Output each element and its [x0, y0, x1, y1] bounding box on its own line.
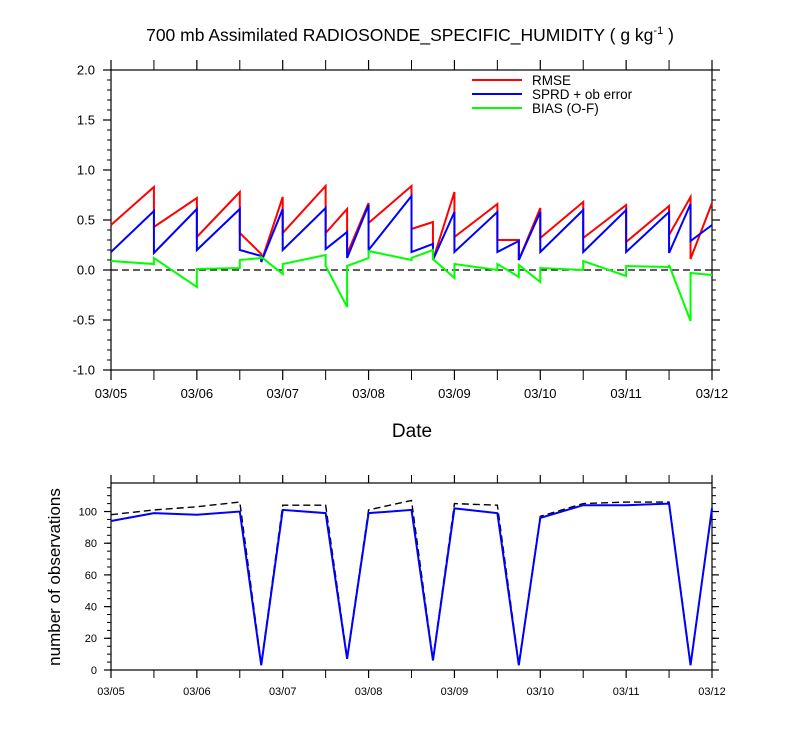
y-tick-label: 0.0 [77, 263, 95, 278]
x-tick-label: 03/08 [352, 386, 385, 401]
x-tick-label: 03/06 [181, 386, 214, 401]
x-tick-label: 03/08 [355, 686, 383, 698]
legend-label: RMSE [532, 73, 571, 88]
x-tick-label: 03/11 [613, 686, 640, 698]
x-tick-label: 03/06 [183, 686, 211, 698]
y-tick-label: 1.5 [77, 113, 95, 128]
series-line-sprd-ob-error [110, 193, 713, 263]
y-tick-label: -1.0 [73, 363, 95, 378]
series-line-rmse [110, 183, 713, 263]
x-tick-label: 03/11 [610, 386, 642, 401]
y-tick-label: 0 [91, 665, 97, 677]
title-suffix: ) [663, 25, 674, 45]
y-tick-label: 80 [85, 538, 97, 550]
bottom-chart-panel: 03/05 03/06 03/07 03/08 03/09 03/10 03/11 03/12… [79, 475, 726, 698]
x-tick-label: 03/05 [95, 386, 128, 401]
x-tick-label: 03/10 [524, 386, 557, 401]
y-tick-label: 20 [85, 633, 97, 645]
series-line-bias-o-f [110, 248, 713, 322]
series-line-possible-observations [110, 499, 713, 664]
title-superscript: -1 [653, 25, 663, 37]
x-tick-label: 03/12 [698, 686, 726, 698]
x-tick-label: 03/09 [438, 386, 471, 401]
y-tick-label: 40 [85, 601, 97, 613]
x-tick-label: 03/09 [441, 686, 469, 698]
series-line-assimilated-observations [110, 502, 713, 666]
x-tick-label: 03/07 [266, 386, 299, 401]
x-tick-label: 03/12 [696, 386, 729, 401]
y-tick-label: 1.0 [77, 163, 95, 178]
y-tick-label: 2.0 [77, 63, 95, 78]
top-chart-panel: 03/05 03/06 03/07 03/08 03/09 03/10 03/11 03/12… [73, 60, 729, 401]
y-tick-label: 100 [79, 506, 97, 518]
bottom-y-axis-label: number of observations [45, 488, 64, 666]
top-x-axis-label: Date [392, 421, 432, 442]
x-tick-label: 03/10 [527, 686, 555, 698]
y-tick-label: 0.5 [77, 213, 95, 228]
y-tick-label: 60 [85, 570, 97, 582]
legend-label: BIAS (O-F) [532, 101, 599, 116]
chart-title: 700 mb Assimilated RADIOSONDE_SPECIFIC_H… [146, 25, 674, 46]
x-tick-label: 03/05 [97, 686, 125, 698]
x-tick-label: 03/07 [269, 686, 297, 698]
y-tick-label: -0.5 [73, 313, 95, 328]
legend-label: SPRD + ob error [532, 87, 633, 102]
